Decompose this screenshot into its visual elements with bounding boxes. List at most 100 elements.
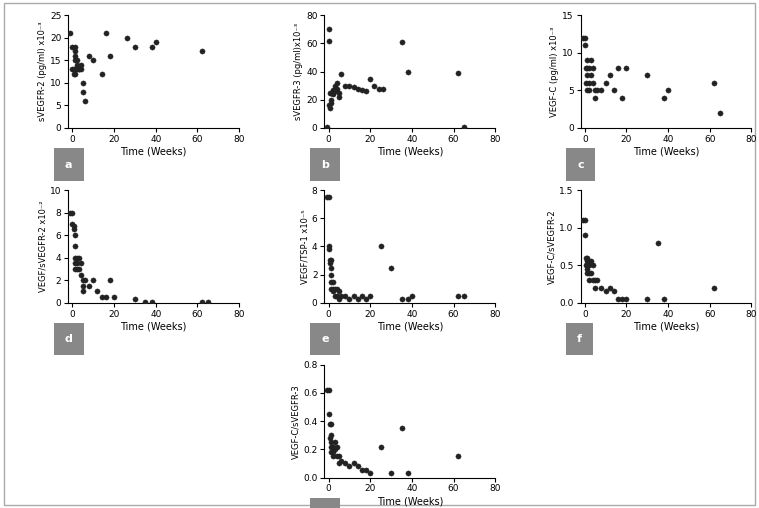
Point [77, 88, 89, 96]
Point [325, 96, 337, 104]
Point [323, 37, 335, 45]
Point [616, 295, 628, 303]
Point [589, 94, 601, 102]
Point [74, 259, 87, 267]
Point [356, 86, 368, 94]
Point [71, 259, 83, 267]
X-axis label: Time (Weeks): Time (Weeks) [633, 147, 699, 156]
Point [323, 104, 335, 112]
Point [68, 253, 80, 262]
Point [360, 466, 372, 474]
Point [108, 293, 120, 301]
Point [104, 276, 116, 284]
Point [339, 459, 351, 467]
Y-axis label: VEGF-C/sVEGFR-3: VEGF-C/sVEGFR-3 [291, 384, 301, 459]
Point [68, 66, 80, 74]
Point [458, 292, 470, 300]
X-axis label: Time (Weeks): Time (Weeks) [633, 322, 699, 332]
Point [329, 446, 341, 454]
Y-axis label: VEGF-C/sVEGFR-2: VEGF-C/sVEGFR-2 [547, 209, 556, 283]
Point [589, 276, 601, 284]
Point [585, 56, 597, 65]
Point [73, 265, 85, 273]
Text: c: c [578, 160, 584, 170]
Point [87, 276, 99, 284]
Point [325, 270, 337, 278]
Point [320, 386, 332, 394]
Point [356, 466, 368, 474]
Point [581, 253, 593, 262]
Point [77, 288, 89, 296]
Point [83, 282, 95, 290]
Point [351, 84, 364, 92]
Point [71, 61, 83, 69]
Point [74, 270, 87, 278]
Point [331, 452, 343, 460]
Point [323, 25, 335, 34]
Point [83, 52, 95, 60]
Point [376, 84, 389, 92]
Point [335, 292, 347, 300]
Point [333, 459, 345, 467]
Point [581, 71, 593, 79]
Point [91, 288, 103, 296]
Point [375, 242, 387, 250]
Point [585, 71, 597, 79]
Point [140, 298, 152, 306]
Point [583, 79, 595, 87]
Point [333, 295, 345, 303]
Point [339, 82, 351, 90]
Y-axis label: VEGF-C (pg/ml) x10⁻³: VEGF-C (pg/ml) x10⁻³ [550, 26, 559, 117]
Point [583, 276, 595, 284]
Point [99, 293, 112, 301]
Point [581, 56, 593, 65]
Point [589, 86, 601, 94]
Point [68, 66, 80, 74]
Point [385, 469, 397, 478]
Text: b: b [321, 160, 329, 170]
Y-axis label: sVEGFR-2 (pg/ml) x10⁻³: sVEGFR-2 (pg/ml) x10⁻³ [38, 22, 47, 121]
Point [335, 71, 347, 79]
Point [600, 79, 612, 87]
Point [368, 82, 380, 90]
Point [620, 64, 632, 72]
Point [71, 56, 83, 65]
Point [68, 242, 80, 250]
Point [66, 66, 78, 74]
Point [595, 283, 607, 292]
Y-axis label: VEGF/sVEGFR-2 x10⁻²: VEGF/sVEGFR-2 x10⁻² [38, 201, 47, 292]
Point [360, 87, 372, 96]
Point [581, 261, 593, 269]
Point [348, 83, 360, 91]
Point [74, 66, 87, 74]
Point [329, 284, 341, 293]
Point [348, 292, 360, 300]
Point [325, 99, 337, 107]
Point [129, 43, 141, 51]
Point [326, 86, 339, 94]
Point [587, 261, 599, 269]
X-axis label: Time (Weeks): Time (Weeks) [121, 322, 187, 332]
Point [77, 79, 89, 87]
Point [71, 265, 83, 273]
Point [323, 102, 335, 110]
Point [591, 86, 603, 94]
Point [603, 283, 616, 292]
Point [325, 431, 337, 439]
Point [323, 257, 335, 265]
Point [79, 276, 91, 284]
Point [395, 38, 408, 46]
Point [66, 43, 78, 51]
Point [577, 34, 589, 42]
Point [66, 208, 78, 216]
Point [87, 56, 99, 65]
Point [71, 66, 83, 74]
Point [343, 82, 355, 90]
Point [335, 457, 347, 465]
Point [351, 295, 364, 303]
Point [326, 89, 339, 97]
X-axis label: Time (Weeks): Time (Weeks) [376, 147, 443, 156]
Point [323, 259, 335, 267]
Point [616, 94, 628, 102]
Point [96, 70, 108, 78]
